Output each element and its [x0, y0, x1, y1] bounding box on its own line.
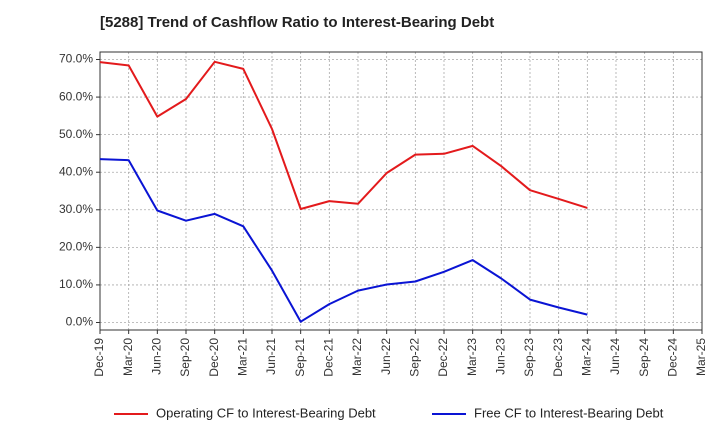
x-tick-label: Sep-21 — [293, 338, 307, 377]
grid — [99, 52, 703, 330]
x-tick-label: Dec-22 — [436, 338, 450, 377]
x-tick-label: Dec-21 — [322, 338, 336, 377]
legend: Operating CF to Interest-Bearing Debt Fre… — [114, 405, 664, 420]
chart-title: [5288] Trend of Cashflow Ratio to Intere… — [100, 14, 495, 31]
x-tick-label: Jun-24 — [608, 338, 622, 375]
y-tick-label: 50.0% — [59, 127, 93, 141]
y-tick-label: 10.0% — [59, 277, 93, 291]
y-tick-label: 20.0% — [59, 240, 93, 254]
x-tick-label: Mar-20 — [121, 338, 135, 376]
legend-label: Free CF to Interest-Bearing Debt — [474, 405, 664, 420]
x-tick-label: Jun-22 — [379, 338, 393, 375]
series-line-1 — [99, 60, 588, 210]
y-tick-label: 30.0% — [59, 202, 93, 216]
y-tick-label: 0.0% — [66, 315, 94, 329]
y-tick-label: 60.0% — [59, 89, 93, 103]
x-tick-label: Dec-24 — [666, 338, 680, 377]
y-tick-label: 70.0% — [59, 52, 93, 66]
x-tick-label: Mar-22 — [350, 338, 364, 376]
legend-label: Operating CF to Interest-Bearing Debt — [156, 405, 376, 420]
x-tick-label: Jun-23 — [494, 338, 508, 375]
x-tick-label: Sep-20 — [178, 338, 192, 377]
axis-ticks: Dec-19 Mar-20 Jun-20 Sep-20 Dec-20 Mar-21 Jun-… — [59, 52, 708, 377]
x-tick-label: Mar-25 — [694, 338, 708, 376]
series-line-2 — [99, 158, 588, 323]
x-tick-label: Mar-24 — [580, 338, 594, 376]
x-tick-label: Dec-23 — [551, 338, 565, 377]
x-tick-label: Jun-20 — [150, 338, 164, 375]
x-tick-label: Sep-22 — [408, 338, 422, 377]
x-tick-label: Mar-21 — [236, 338, 250, 376]
series-lines — [99, 60, 588, 323]
x-tick-label: Dec-20 — [207, 338, 221, 377]
x-tick-label: Dec-19 — [92, 338, 106, 377]
x-tick-label: Mar-23 — [465, 338, 479, 376]
plot-area — [99, 51, 703, 331]
x-tick-label: Sep-23 — [522, 338, 536, 377]
x-tick-label: Sep-24 — [637, 338, 651, 377]
y-tick-label: 40.0% — [59, 164, 93, 178]
x-tick-label: Jun-21 — [264, 338, 278, 375]
